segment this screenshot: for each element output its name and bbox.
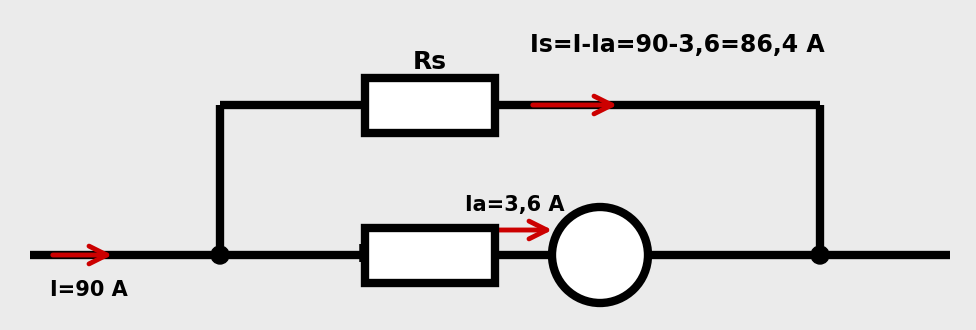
Bar	[365, 228, 495, 283]
Bar	[365, 78, 495, 133]
Text: Is=I-Ia=90-3,6=86,4 A: Is=I-Ia=90-3,6=86,4 A	[530, 33, 825, 57]
Text: Rs: Rs	[413, 50, 447, 74]
Text: I=90 A: I=90 A	[50, 280, 128, 300]
Circle shape	[211, 246, 229, 264]
Circle shape	[811, 246, 829, 264]
Text: A: A	[590, 241, 611, 269]
Text: Ra: Ra	[357, 243, 393, 267]
Circle shape	[552, 207, 648, 303]
Text: Ia=3,6 A: Ia=3,6 A	[465, 195, 564, 215]
